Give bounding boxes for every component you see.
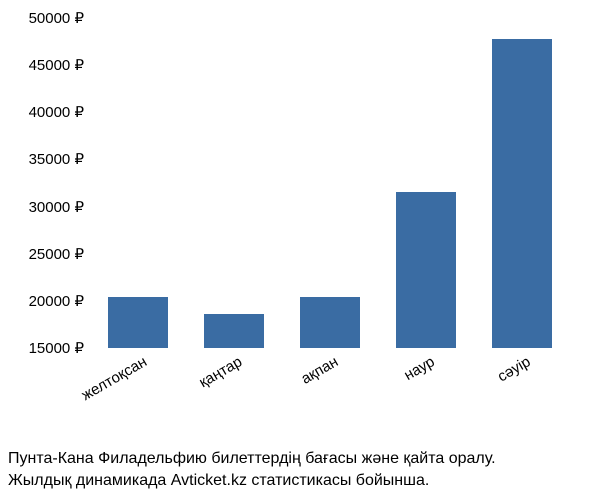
y-tick-label: 15000 ₽ [29,339,90,357]
x-tick-label: сәуір [492,348,534,385]
y-tick-label: 40000 ₽ [29,103,90,121]
y-tick-label: 35000 ₽ [29,150,90,168]
chart-caption: Пунта-Кана Филадельфию билеттердің бағас… [0,448,600,492]
caption-line: Пунта-Кана Филадельфию билеттердің бағас… [8,448,592,470]
y-tick-label: 25000 ₽ [29,245,90,263]
caption-line: Жылдық динамикада Avticket.kz статистика… [8,470,592,492]
bar [396,192,456,349]
y-tick-label: 50000 ₽ [29,9,90,27]
x-tick-label: ақпан [296,348,342,388]
x-tick-label: қаңтар [194,348,246,391]
price-chart: 15000 ₽ 20000 ₽ 25000 ₽ 30000 ₽ 35000 ₽ 40000… [0,0,600,500]
y-tick-label: 45000 ₽ [29,56,90,74]
y-tick-label: 20000 ₽ [29,292,90,310]
plot-area: 15000 ₽20000 ₽25000 ₽30000 ₽35000 ₽40000… [90,18,570,348]
bar [300,297,360,348]
bar [204,314,264,348]
bar [108,297,168,348]
bar [492,39,552,348]
y-tick-label: 30000 ₽ [29,198,90,216]
x-tick-label: наур [398,348,437,384]
